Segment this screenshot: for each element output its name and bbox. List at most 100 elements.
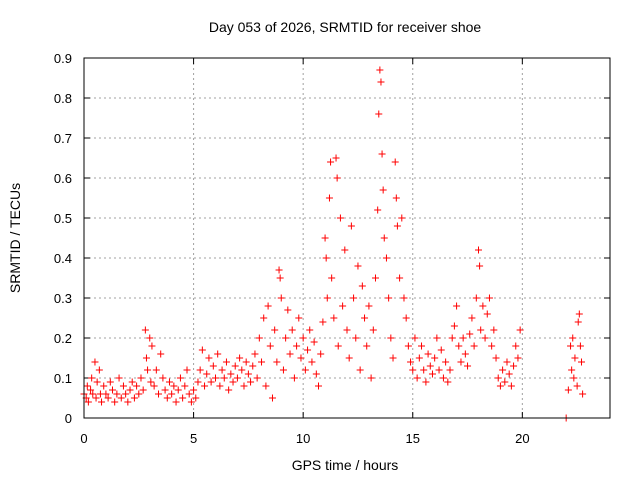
data-point <box>144 366 152 374</box>
data-point <box>321 234 329 242</box>
data-point <box>578 358 586 366</box>
data-point <box>104 394 112 402</box>
data-point <box>333 174 341 182</box>
data-point <box>190 386 198 394</box>
y-tick-label: 0.3 <box>54 291 72 306</box>
data-point <box>198 346 206 354</box>
data-point <box>142 354 150 362</box>
data-point <box>146 334 154 342</box>
data-point <box>358 282 366 290</box>
data-point <box>225 386 233 394</box>
data-point <box>227 370 235 378</box>
data-point <box>431 354 439 362</box>
data-point <box>343 326 351 334</box>
data-point <box>457 358 465 366</box>
data-point <box>308 358 316 366</box>
data-point <box>455 342 463 350</box>
data-point <box>341 246 349 254</box>
data-point <box>115 374 123 382</box>
data-point <box>327 158 335 166</box>
data-point <box>479 302 487 310</box>
data-point <box>378 150 386 158</box>
data-point <box>170 382 178 390</box>
data-point <box>347 222 355 230</box>
data-point <box>371 274 379 282</box>
data-point <box>411 334 419 342</box>
data-point <box>322 254 330 262</box>
data-point <box>574 318 582 326</box>
x-tick-label: 0 <box>80 431 87 446</box>
data-point <box>483 310 491 318</box>
data-point <box>310 338 318 346</box>
y-tick-label: 0.8 <box>54 91 72 106</box>
data-point <box>503 358 511 366</box>
data-point <box>418 342 426 350</box>
data-points <box>80 66 587 422</box>
data-point <box>352 334 360 342</box>
data-point <box>315 382 323 390</box>
data-point <box>304 346 312 354</box>
data-point <box>453 302 461 310</box>
data-point <box>385 294 393 302</box>
data-point <box>242 358 250 366</box>
y-tick-label: 0.9 <box>54 51 72 66</box>
data-point <box>488 342 496 350</box>
data-point <box>375 110 383 118</box>
data-point <box>424 350 432 358</box>
data-point <box>402 314 410 322</box>
data-point <box>396 274 404 282</box>
data-point <box>130 394 138 402</box>
data-point <box>192 394 200 402</box>
data-point <box>255 334 263 342</box>
data-point <box>433 334 441 342</box>
data-point <box>207 378 215 386</box>
data-point <box>317 350 325 358</box>
data-point <box>84 398 92 406</box>
data-point <box>185 390 193 398</box>
data-point <box>273 358 281 366</box>
data-point <box>391 158 399 166</box>
data-point <box>268 394 276 402</box>
data-point <box>95 366 103 374</box>
data-point <box>332 154 340 162</box>
data-point <box>209 362 217 370</box>
data-point <box>187 398 195 406</box>
data-point <box>446 366 454 374</box>
data-point <box>306 326 314 334</box>
grid <box>84 58 610 418</box>
data-point <box>212 374 219 382</box>
data-point <box>426 362 434 370</box>
data-point <box>404 342 412 350</box>
data-point <box>113 390 121 398</box>
data-point <box>92 394 100 402</box>
data-point <box>472 294 480 302</box>
data-point <box>214 350 222 358</box>
data-point <box>150 382 158 390</box>
data-point <box>176 374 184 382</box>
data-point <box>266 342 274 350</box>
data-point <box>475 246 482 254</box>
data-point <box>181 382 189 390</box>
data-point <box>301 366 309 374</box>
data-point <box>122 390 130 398</box>
data-point <box>277 294 285 302</box>
x-tick-label: 15 <box>406 431 420 446</box>
data-point <box>220 374 228 382</box>
data-point <box>345 354 353 362</box>
data-point <box>420 366 428 374</box>
data-point <box>336 214 344 222</box>
data-point <box>365 302 373 310</box>
data-point <box>93 378 101 386</box>
data-point <box>148 342 156 350</box>
data-point <box>415 354 423 362</box>
data-point <box>485 294 493 302</box>
data-point <box>229 378 237 386</box>
data-point <box>361 314 369 322</box>
data-point <box>91 358 99 366</box>
plot-frame <box>83 57 611 419</box>
x-axis-label: GPS time / hours <box>292 457 399 473</box>
y-tick-label: 0 <box>65 411 72 426</box>
data-point <box>464 362 472 370</box>
y-tick-label: 0.7 <box>54 131 72 146</box>
data-point <box>376 66 384 74</box>
